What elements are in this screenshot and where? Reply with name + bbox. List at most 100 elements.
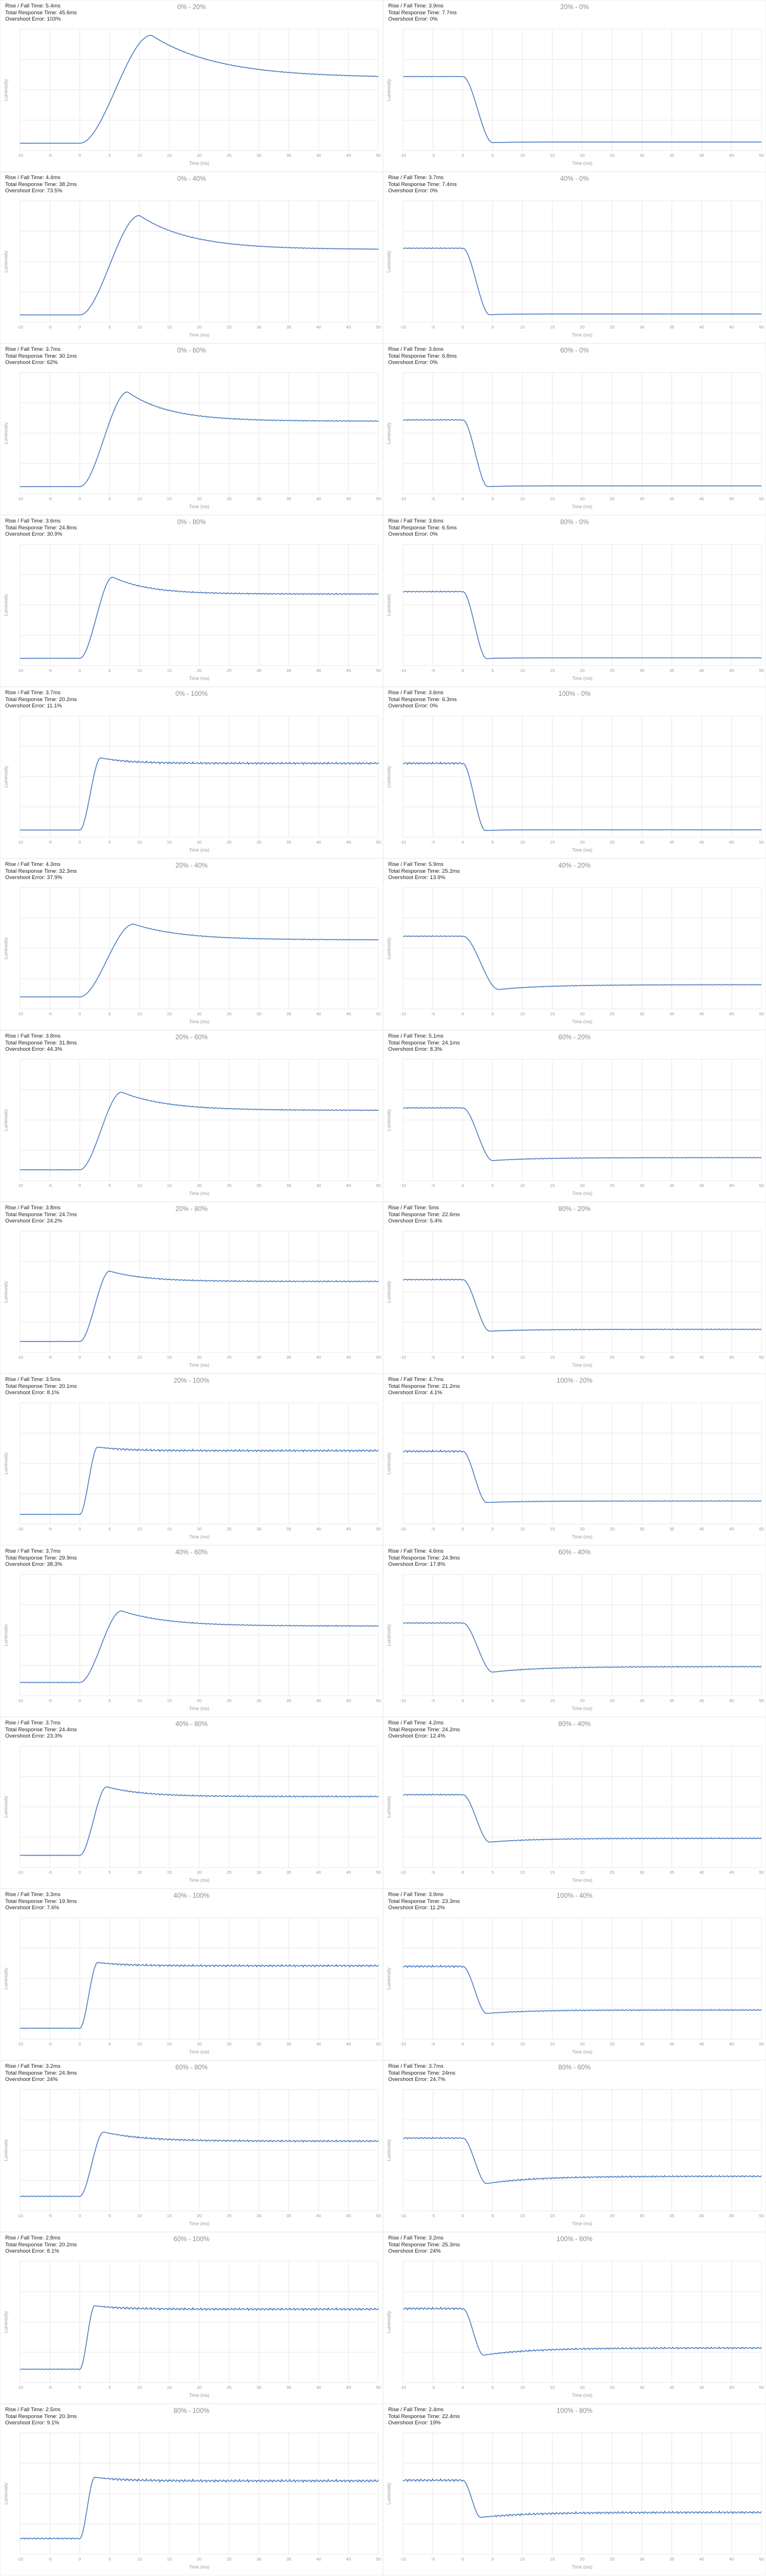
total-response-time: Total Response Time: 38.2ms: [5, 181, 77, 188]
response-curve: [19, 1446, 379, 1515]
total-response-time: Total Response Time: 20.2ms: [5, 2241, 77, 2248]
chart-stats: Rise / Fall Time: 3.9ms Total Response T…: [388, 3, 457, 23]
chart-title: 60% - 100%: [173, 2236, 210, 2243]
x-tick-label: 50: [376, 1011, 381, 1016]
x-tick-label: 40: [316, 1698, 321, 1703]
chart-stats: Rise / Fall Time: 4.6ms Total Response T…: [388, 1548, 460, 1568]
x-tick-label: 20: [197, 1698, 202, 1703]
x-tick-label: 15: [550, 2041, 555, 2047]
x-tick-label: -5: [431, 1355, 435, 1360]
x-tick-label: 40: [699, 1355, 704, 1360]
x-tick-label: 45: [346, 2557, 351, 2562]
response-curve: [402, 935, 762, 990]
x-tick-label: 30: [639, 2385, 644, 2390]
rise-fall-time: Rise / Fall Time: 3.3ms: [5, 1892, 61, 1898]
x-tick-label: -10: [17, 840, 23, 845]
x-tick-label: -10: [400, 840, 406, 845]
x-tick-label: 5: [491, 496, 493, 501]
x-tick-label: 5: [491, 1870, 493, 1875]
x-tick-label: -5: [48, 668, 52, 673]
x-tick-label: 5: [491, 2385, 493, 2390]
x-tick-label: 35: [286, 1011, 291, 1016]
x-tick-label: 50: [376, 2213, 381, 2218]
x-tick-label: 30: [639, 1698, 644, 1703]
chart-plot: -10 -5 0 5 10 15 20 25 30 35 40 45 50 Time (ms) Lumino…: [386, 1917, 764, 2055]
y-axis-label: Luminosity: [3, 1796, 9, 1818]
chart-title: 40% - 80%: [175, 1721, 208, 1728]
x-tick-label: 50: [376, 1355, 381, 1360]
rise-fall-time: Rise / Fall Time: 3.5ms: [5, 1376, 61, 1383]
x-tick-label: 50: [759, 153, 764, 158]
x-tick-label: 40: [699, 1011, 704, 1016]
rise-fall-time: Rise / Fall Time: 3.7ms: [5, 690, 61, 696]
x-axis-label: Time (ms): [572, 1191, 593, 1196]
x-tick-label: 45: [346, 1011, 351, 1016]
total-response-time: Total Response Time: 24.9ms: [5, 2069, 77, 2076]
grid-lines: [19, 1574, 379, 1696]
x-axis-label: Time (ms): [572, 848, 593, 853]
x-tick-label: 30: [639, 668, 644, 673]
chart-panel: Rise / Fall Time: 3.6ms Total Response T…: [383, 515, 766, 687]
response-curve: [402, 1793, 762, 1843]
y-axis-label: Luminosity: [386, 1109, 392, 1131]
x-tick-label: 45: [729, 2385, 734, 2390]
x-axis-label: Time (ms): [189, 333, 210, 338]
chart-panel: Rise / Fall Time: 3.7ms Total Response T…: [0, 1717, 383, 1889]
x-axis-label: Time (ms): [572, 1019, 593, 1024]
x-tick-label: 50: [376, 1870, 381, 1875]
chart-plot: -10 -5 0 5 10 15 20 25 30 35 40 45 50 Time (ms) Lumino…: [386, 1059, 764, 1196]
x-tick-label: 45: [346, 325, 351, 330]
chart-title: 80% - 20%: [558, 1206, 591, 1213]
x-tick-label: 0: [461, 2213, 464, 2218]
x-tick-label: -10: [17, 1183, 23, 1188]
grid-lines: [19, 29, 379, 151]
overshoot-error: Overshoot Error: 8.1%: [5, 1390, 60, 1396]
x-tick-label: 25: [227, 1011, 231, 1016]
response-curve: [402, 2478, 762, 2518]
x-tick-label: 35: [669, 1526, 674, 1532]
x-tick-label: 15: [550, 2557, 555, 2562]
x-tick-label: 45: [346, 1870, 351, 1875]
x-tick-label: 0: [78, 1183, 81, 1188]
response-curve: [402, 76, 762, 143]
chart-plot: -10 -5 0 5 10 15 20 25 30 35 40 45 50 Time (ms) Lumino…: [386, 1746, 764, 1883]
x-tick-label: 25: [610, 496, 614, 501]
x-tick-label: 30: [639, 496, 644, 501]
x-tick-label: 10: [520, 668, 524, 673]
overshoot-error: Overshoot Error: 24%: [5, 2076, 58, 2083]
x-tick-label: 25: [227, 496, 231, 501]
chart-panel: Rise / Fall Time: 3.7ms Total Response T…: [0, 343, 383, 515]
x-tick-label: 50: [376, 325, 381, 330]
rise-fall-time: Rise / Fall Time: 5.1ms: [388, 1033, 444, 1039]
x-tick-label: 25: [610, 1526, 614, 1532]
x-tick-label: 30: [256, 1011, 261, 1016]
x-tick-label: -10: [17, 1870, 23, 1875]
x-axis-label: Time (ms): [189, 1878, 210, 1883]
y-axis-label: Luminosity: [3, 79, 9, 101]
chart-panel: Rise / Fall Time: 2.4ms Total Response T…: [383, 2404, 766, 2575]
response-curve: [19, 1610, 379, 1684]
x-tick-label: 50: [376, 153, 381, 158]
x-tick-label: -5: [48, 1355, 52, 1360]
grid-lines: [19, 2261, 379, 2383]
x-tick-label: 15: [167, 668, 172, 673]
rise-fall-time: Rise / Fall Time: 3.6ms: [5, 518, 61, 524]
x-tick-label: 5: [108, 1011, 110, 1016]
x-tick-label: 0: [461, 1870, 464, 1875]
x-tick-label: 25: [610, 153, 614, 158]
y-axis-label: Luminosity: [3, 937, 9, 959]
x-axis-label: Time (ms): [572, 161, 593, 166]
x-tick-label: 0: [461, 2385, 464, 2390]
total-response-time: Total Response Time: 31.8ms: [5, 1039, 77, 1046]
x-axis-label: Time (ms): [572, 1534, 593, 1540]
chart-plot: -10 -5 0 5 10 15 20 25 30 35 40 45 50 Time (ms) Lumino…: [386, 2432, 764, 2570]
x-tick-label: 35: [669, 496, 674, 501]
overshoot-error: Overshoot Error: 73.5%: [5, 188, 62, 194]
x-tick-label: 50: [376, 668, 381, 673]
x-tick-label: 30: [256, 1526, 261, 1532]
x-tick-label: -10: [17, 668, 23, 673]
x-tick-label: 25: [610, 668, 614, 673]
chart-title: 60% - 80%: [175, 2064, 208, 2071]
x-tick-label: 45: [729, 496, 734, 501]
x-tick-label: 0: [78, 840, 81, 845]
